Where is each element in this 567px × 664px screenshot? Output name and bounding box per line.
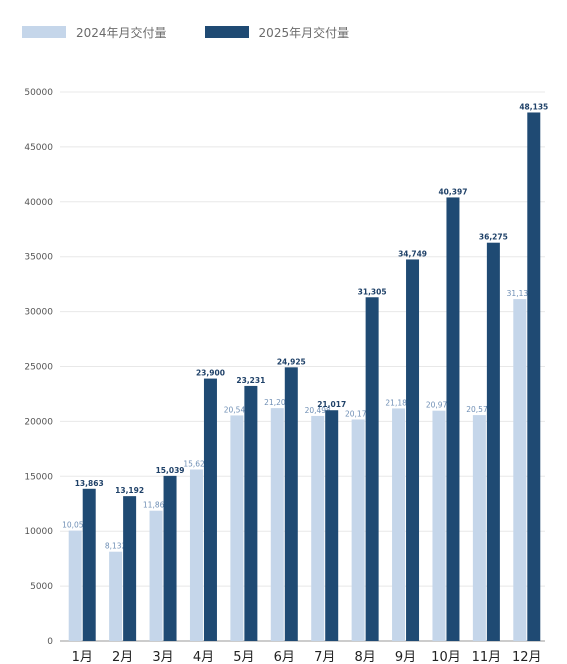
data-label-2024-5: 20,544 [224,405,250,414]
chart-legend: 2024年月交付量 2025年月交付量 [22,22,387,42]
data-label-2024-11: 20,575 [466,405,492,414]
bar-2025-11 [486,242,500,641]
bar-2025-5 [244,385,258,641]
legend-swatch-2025 [204,26,249,38]
data-label-2024-10: 20,976 [426,401,452,410]
bar-2024-9 [392,408,406,641]
data-label-2025-9: 34,749 [398,249,427,258]
y-tick-label-0: 0 [47,637,53,647]
data-label-2024-7: 20,498 [305,406,331,415]
y-tick-label-7: 35000 [24,253,53,263]
data-label-2024-3: 11,866 [143,501,169,510]
y-tick-label-1: 5000 [30,582,53,592]
y-tick-label-4: 20000 [24,417,53,427]
y-tick-label-10: 50000 [24,88,53,98]
x-tick-label-4: 4月 [193,650,214,664]
y-tick-label-6: 30000 [24,308,53,318]
data-label-2024-2: 8,132 [105,542,127,551]
data-label-2025-6: 24,925 [277,357,306,366]
legend-item-2025: 2025年月交付量 [204,24,350,41]
bar-2024-3 [149,510,163,641]
data-label-2025-3: 15,039 [156,466,185,475]
data-label-2024-6: 21,209 [264,398,290,407]
data-label-2025-2: 13,192 [115,486,144,495]
data-label-2024-4: 15,620 [183,459,209,468]
data-label-2024-9: 21,181 [385,398,411,407]
data-label-2025-12: 48,135 [519,102,548,111]
bar-2024-6 [270,408,284,641]
x-tick-label-5: 5月 [233,650,254,664]
bar-2025-3 [163,475,177,641]
x-tick-label-12: 12月 [512,650,542,664]
x-tick-label-10: 10月 [431,650,461,664]
bar-2024-8 [351,419,365,641]
bar-2025-7 [325,410,339,641]
bar-2025-2 [123,496,137,641]
bar-2024-2 [109,551,123,641]
x-tick-label-2: 2月 [112,650,133,664]
x-tick-label-7: 7月 [314,650,335,664]
bar-2025-10 [446,197,460,642]
y-tick-label-9: 45000 [24,143,53,153]
data-label-2025-1: 13,863 [75,479,104,488]
data-label-2024-1: 10,055 [62,521,88,530]
y-tick-label-2: 10000 [24,527,53,537]
data-label-2025-7: 21,017 [317,400,346,409]
y-tick-label-5: 25000 [24,363,53,373]
data-label-2024-8: 20,176 [345,409,371,418]
data-label-2025-11: 36,275 [479,233,508,242]
x-tick-label-8: 8月 [354,650,375,664]
x-tick-label-1: 1月 [72,650,93,664]
bar-2025-1 [82,488,96,641]
bar-2025-8 [365,297,379,641]
y-tick-label-3: 15000 [24,472,53,482]
bar-2024-5 [230,415,244,641]
legend-label-2025: 2025年月交付量 [258,25,350,40]
x-tick-label-11: 11月 [472,650,502,664]
data-label-2025-5: 23,231 [236,376,265,385]
x-tick-label-3: 3月 [152,650,173,664]
bar-2024-4 [189,469,203,641]
bar-2024-10 [432,410,446,641]
x-tick-label-9: 9月 [395,650,416,664]
bar-2025-12 [527,112,541,641]
bar-2025-4 [203,378,217,641]
bar-2024-7 [311,415,325,641]
data-label-2025-4: 23,900 [196,369,225,378]
y-tick-label-8: 40000 [24,198,53,208]
bar-2025-6 [284,367,298,641]
data-label-2025-10: 40,397 [438,187,467,196]
legend-item-2024: 2024年月交付量 [22,24,167,41]
x-tick-label-6: 6月 [274,650,295,664]
data-label-2025-8: 31,305 [358,287,387,296]
legend-label-2024: 2024年月交付量 [76,25,167,40]
bar-2025-9 [406,259,420,641]
bar-2024-12 [513,299,527,641]
legend-swatch-2024 [22,26,66,38]
bar-2024-1 [68,530,82,641]
bar-2024-11 [472,415,486,641]
data-label-2024-12: 31,138 [507,289,533,298]
